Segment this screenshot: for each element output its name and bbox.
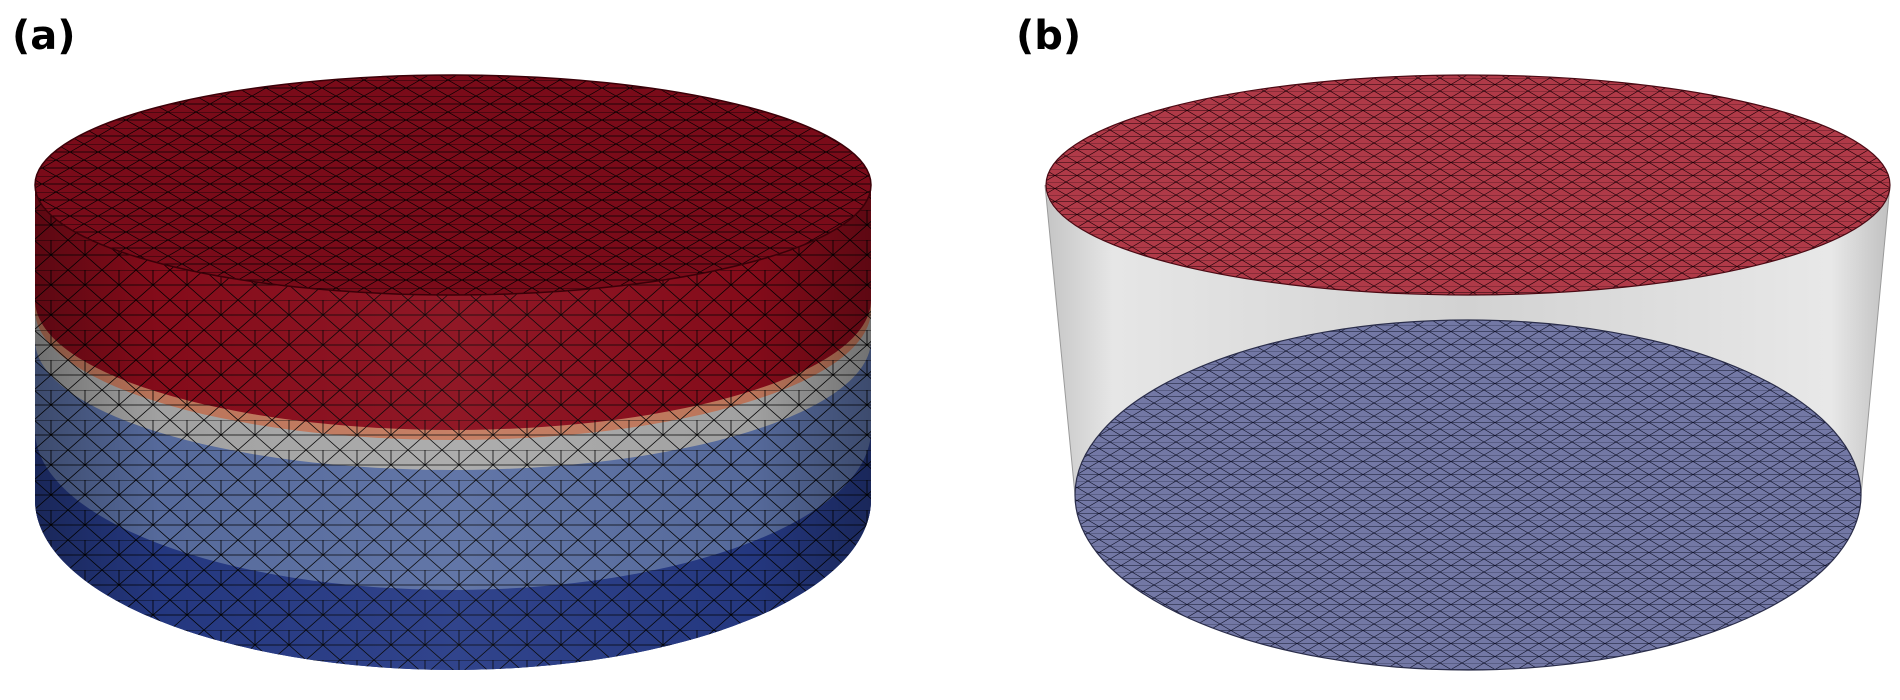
bottom-face — [1074, 319, 1862, 671]
panel-a-label: (a) — [12, 13, 76, 59]
top-face — [1045, 74, 1891, 296]
cylinder-top-face — [34, 74, 872, 296]
panel-a: (a) — [12, 13, 872, 670]
hollow-cylinder-mesh — [1044, 74, 1891, 671]
panel-b: (b) — [1000, 0, 1900, 700]
panel-b-label: (b) — [1016, 13, 1082, 59]
layered-cylinder-mesh — [34, 74, 872, 670]
